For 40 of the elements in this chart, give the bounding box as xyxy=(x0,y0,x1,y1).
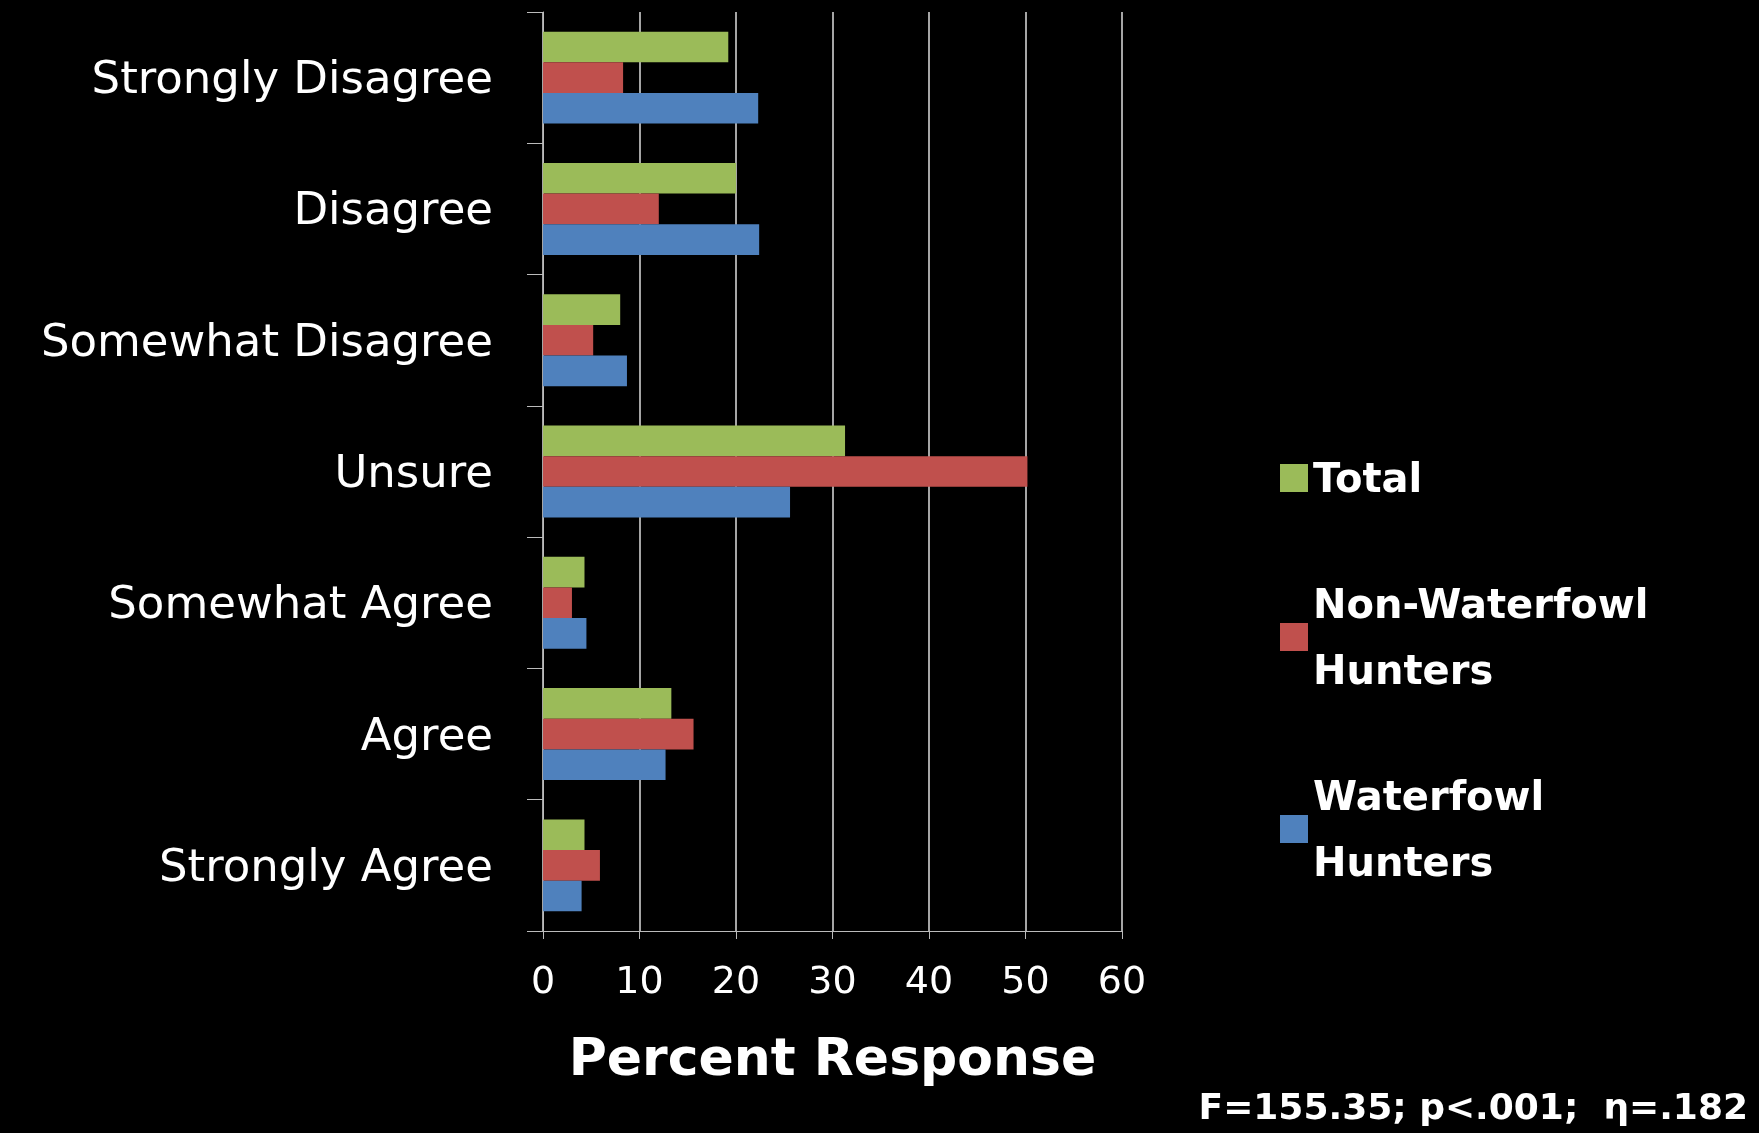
bar xyxy=(543,92,759,124)
bar xyxy=(543,193,659,225)
x-tick-label: 50 xyxy=(1001,958,1050,1002)
y-tick-label: Agree xyxy=(360,707,493,761)
legend-label: Total xyxy=(1313,455,1423,501)
bar xyxy=(543,556,585,588)
bar xyxy=(543,486,791,518)
x-tick-label: 30 xyxy=(808,958,857,1002)
bar xyxy=(543,587,572,619)
y-tick-label: Unsure xyxy=(334,445,493,498)
bar xyxy=(543,355,627,387)
bar xyxy=(543,162,736,194)
bar xyxy=(543,62,624,93)
x-tick-label: 0 xyxy=(530,958,556,1002)
legend-label: Non-Waterfowl Hunters xyxy=(1313,581,1663,693)
x-tick-label: 20 xyxy=(711,958,761,1002)
bar xyxy=(543,850,600,881)
bar xyxy=(543,224,760,255)
legend-label: Waterfowl Hunters xyxy=(1313,773,1559,885)
y-tick-label: Strongly Agree xyxy=(158,838,493,892)
bar xyxy=(543,880,582,912)
y-tick-label: Somewhat Disagree xyxy=(40,313,493,367)
bar xyxy=(543,718,694,750)
bar xyxy=(543,819,585,851)
bar xyxy=(543,688,672,719)
bar xyxy=(543,31,729,63)
x-tick-label: 10 xyxy=(615,958,664,1002)
bar xyxy=(543,324,594,356)
bar xyxy=(543,294,621,325)
bar xyxy=(543,618,587,649)
text: F=155.35; p<.001; η=.182 xyxy=(1198,1085,1749,1127)
x-axis-title: Percent Response xyxy=(568,1027,1097,1087)
y-tick-label: Strongly Disagree xyxy=(91,51,493,105)
bar xyxy=(543,749,666,781)
x-tick-label: 60 xyxy=(1097,958,1147,1002)
x-tick-label: 40 xyxy=(904,958,954,1002)
y-tick-label: Somewhat Agree xyxy=(108,576,493,630)
y-tick-label: Disagree xyxy=(293,182,493,236)
bar xyxy=(543,425,846,457)
bar xyxy=(543,456,1028,487)
